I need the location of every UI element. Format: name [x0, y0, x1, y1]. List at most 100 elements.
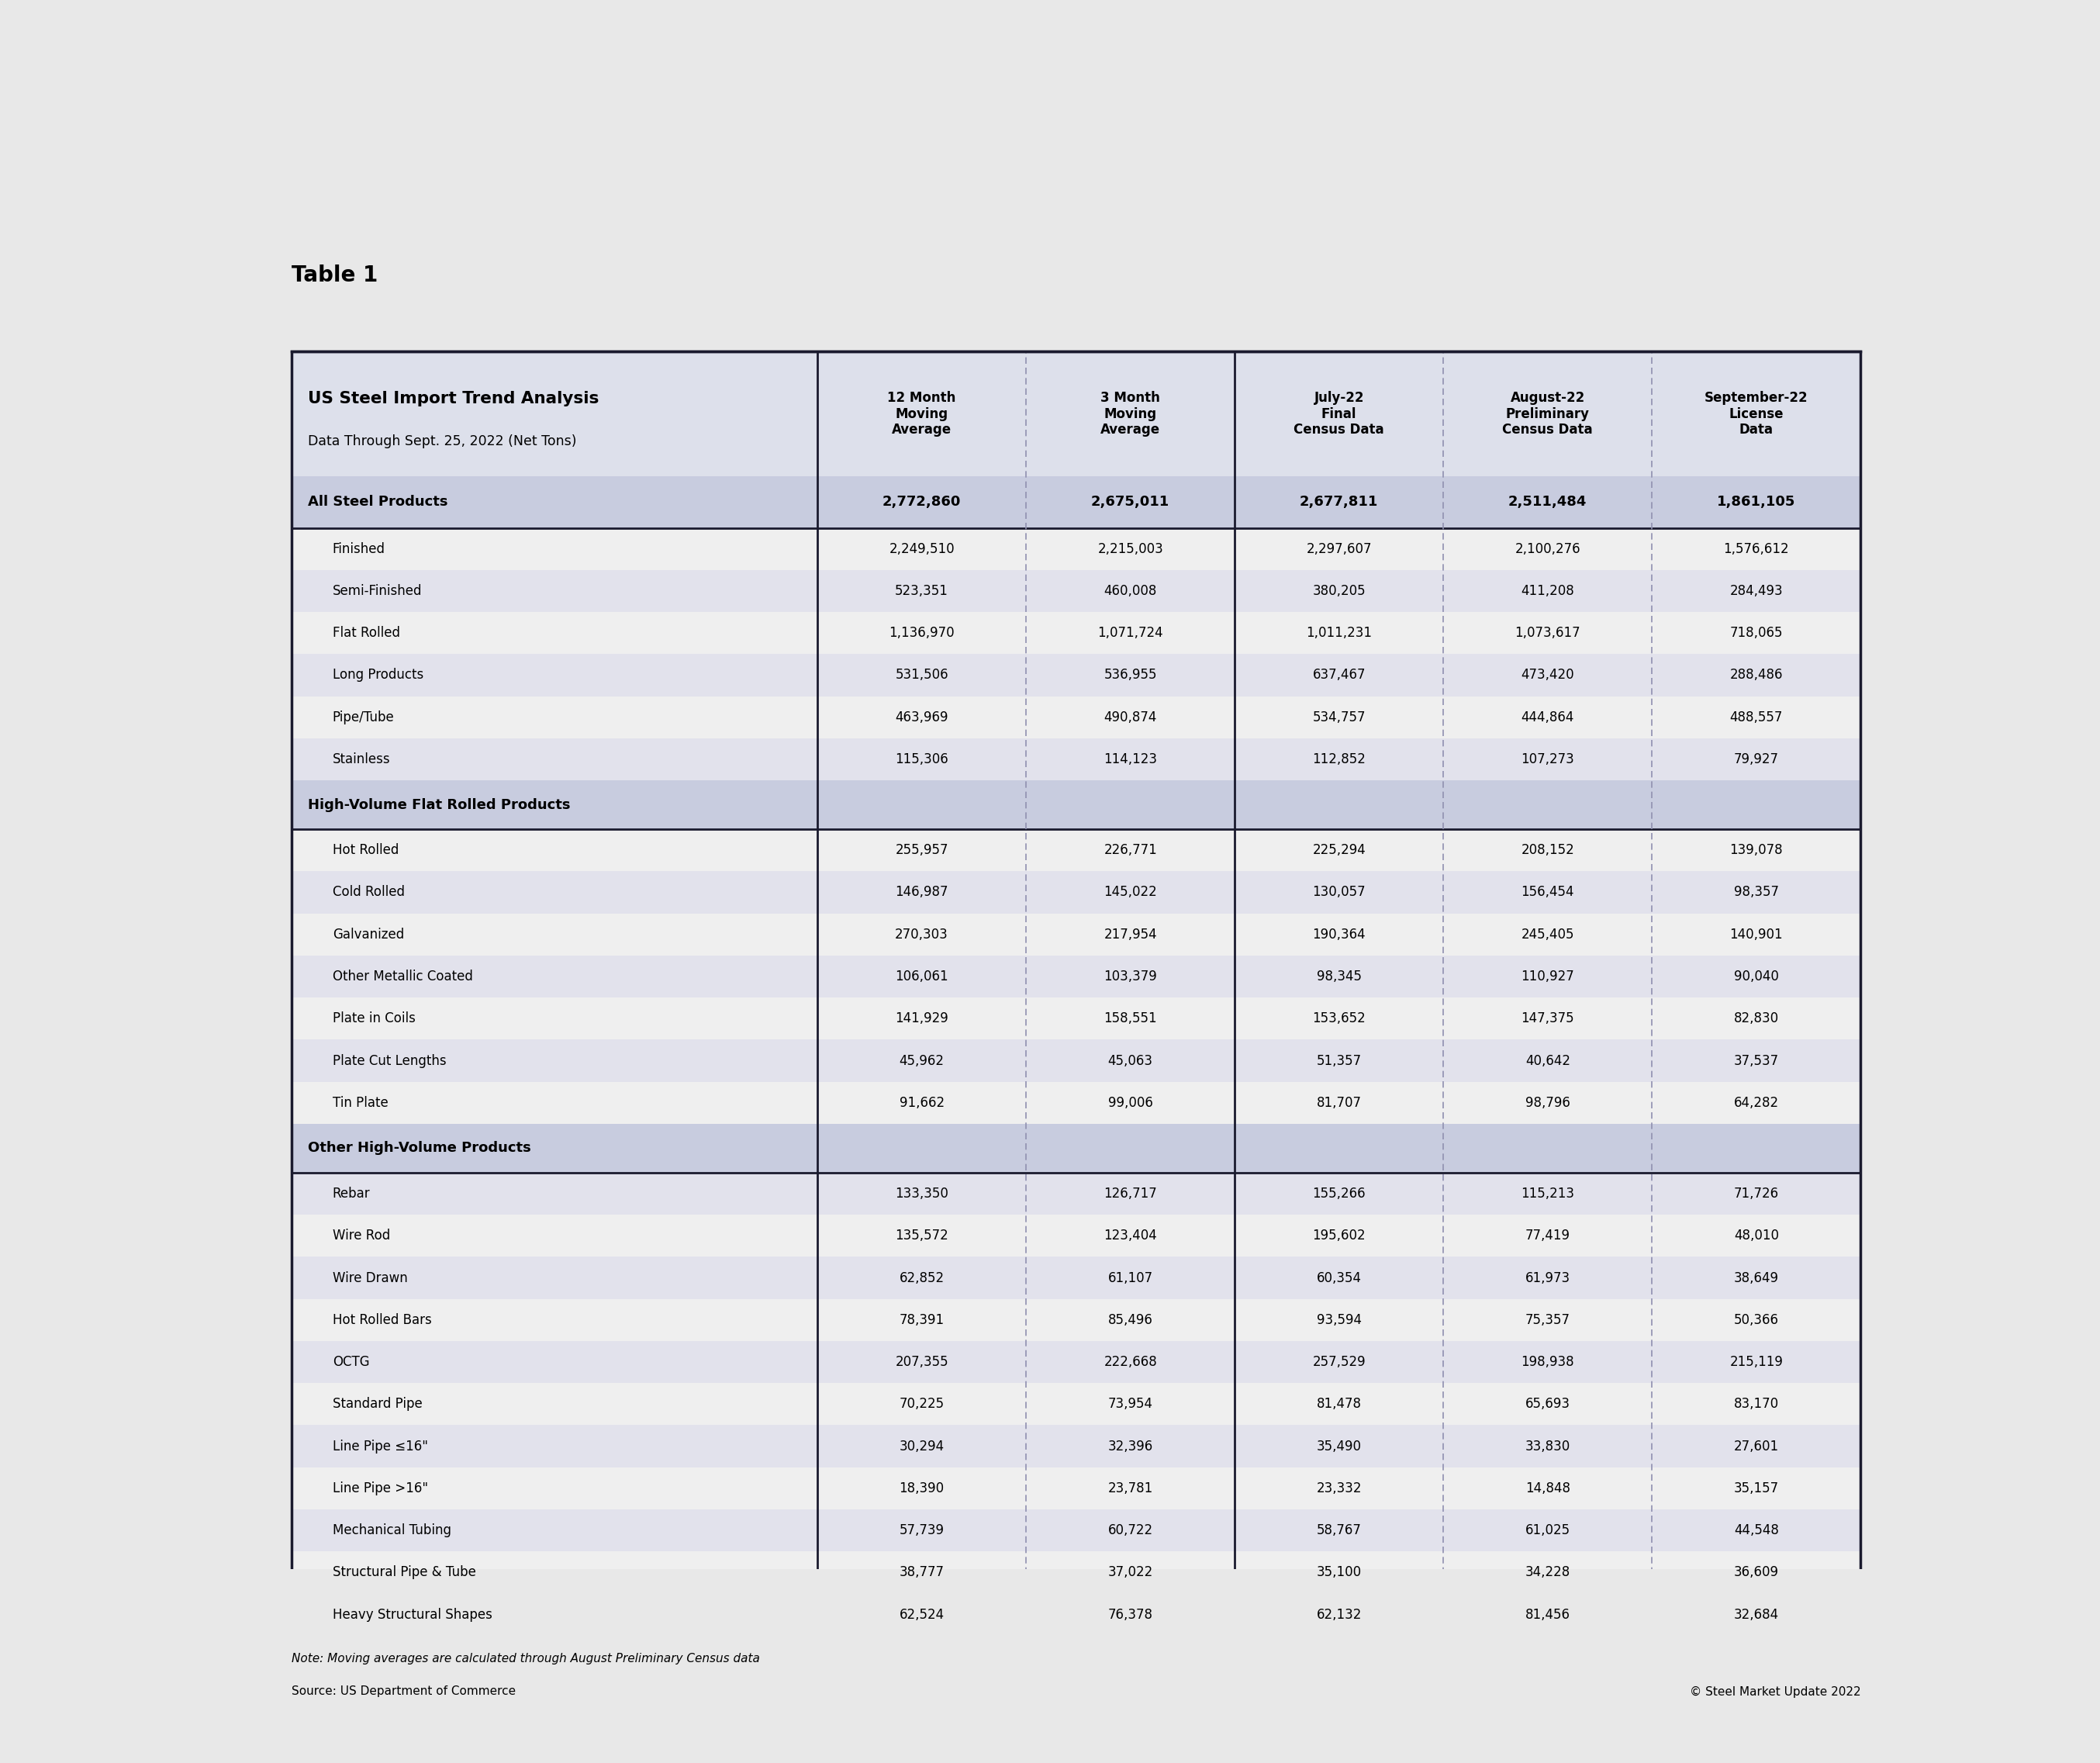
Text: 288,486: 288,486 — [1730, 668, 1783, 682]
Text: Finished: Finished — [332, 541, 384, 555]
Text: 245,405: 245,405 — [1520, 927, 1575, 941]
Text: Plate in Coils: Plate in Coils — [332, 1012, 416, 1026]
Text: 3 Month
Moving
Average: 3 Month Moving Average — [1100, 391, 1161, 437]
Text: 126,717: 126,717 — [1105, 1186, 1157, 1201]
Bar — [292, 739, 1861, 781]
Text: 98,796: 98,796 — [1525, 1097, 1571, 1109]
Text: 81,707: 81,707 — [1317, 1097, 1361, 1109]
Text: 2,511,484: 2,511,484 — [1508, 495, 1588, 510]
Bar — [292, 1551, 1861, 1594]
Bar — [292, 1299, 1861, 1342]
Bar — [292, 781, 1861, 829]
Text: 1,576,612: 1,576,612 — [1724, 541, 1789, 555]
Text: 207,355: 207,355 — [895, 1356, 949, 1370]
Text: 153,652: 153,652 — [1312, 1012, 1365, 1026]
Bar — [292, 654, 1861, 696]
Bar — [292, 612, 1861, 654]
Text: 226,771: 226,771 — [1105, 843, 1157, 857]
Text: 58,767: 58,767 — [1317, 1523, 1361, 1537]
Text: 79,927: 79,927 — [1735, 753, 1779, 767]
Text: 411,208: 411,208 — [1520, 584, 1575, 598]
Bar — [292, 1467, 1861, 1509]
Text: 32,396: 32,396 — [1109, 1439, 1153, 1453]
Text: Other High-Volume Products: Other High-Volume Products — [309, 1141, 531, 1155]
Text: 77,419: 77,419 — [1525, 1229, 1571, 1243]
Text: 140,901: 140,901 — [1730, 927, 1783, 941]
Text: 35,157: 35,157 — [1735, 1481, 1779, 1495]
Text: Structural Pipe & Tube: Structural Pipe & Tube — [332, 1566, 477, 1580]
Text: 2,100,276: 2,100,276 — [1514, 541, 1581, 555]
Text: 83,170: 83,170 — [1735, 1396, 1779, 1410]
Bar — [292, 1257, 1861, 1299]
Text: 2,677,811: 2,677,811 — [1300, 495, 1378, 510]
Text: 61,973: 61,973 — [1525, 1271, 1571, 1285]
Text: 190,364: 190,364 — [1312, 927, 1365, 941]
Text: 270,303: 270,303 — [895, 927, 949, 941]
Text: 1,011,231: 1,011,231 — [1306, 626, 1371, 640]
Text: 135,572: 135,572 — [895, 1229, 949, 1243]
Text: Flat Rolled: Flat Rolled — [332, 626, 399, 640]
Text: 139,078: 139,078 — [1730, 843, 1783, 857]
Text: OCTG: OCTG — [332, 1356, 370, 1370]
Text: 57,739: 57,739 — [899, 1523, 945, 1537]
Text: © Steel Market Update 2022: © Steel Market Update 2022 — [1690, 1685, 1861, 1698]
Text: Wire Drawn: Wire Drawn — [332, 1271, 407, 1285]
Text: 40,642: 40,642 — [1525, 1054, 1571, 1068]
Text: 718,065: 718,065 — [1730, 626, 1783, 640]
Text: 255,957: 255,957 — [895, 843, 949, 857]
Text: Standard Pipe: Standard Pipe — [332, 1396, 422, 1410]
Bar — [292, 527, 1861, 569]
Text: High-Volume Flat Rolled Products: High-Volume Flat Rolled Products — [309, 799, 571, 811]
Text: All Steel Products: All Steel Products — [309, 495, 447, 510]
Text: 78,391: 78,391 — [899, 1313, 945, 1328]
Text: 488,557: 488,557 — [1730, 710, 1783, 725]
Text: 112,852: 112,852 — [1312, 753, 1365, 767]
Text: 531,506: 531,506 — [895, 668, 949, 682]
Text: Cold Rolled: Cold Rolled — [332, 885, 405, 899]
Text: 38,649: 38,649 — [1735, 1271, 1779, 1285]
Text: 36,609: 36,609 — [1735, 1566, 1779, 1580]
Text: 195,602: 195,602 — [1312, 1229, 1365, 1243]
Text: 2,675,011: 2,675,011 — [1092, 495, 1170, 510]
Text: 65,693: 65,693 — [1525, 1396, 1571, 1410]
Text: 98,357: 98,357 — [1735, 885, 1779, 899]
Text: 82,830: 82,830 — [1735, 1012, 1779, 1026]
Text: 158,551: 158,551 — [1105, 1012, 1157, 1026]
Bar — [292, 1342, 1861, 1384]
Text: 62,524: 62,524 — [899, 1608, 945, 1622]
Text: 463,969: 463,969 — [895, 710, 949, 725]
Text: 35,490: 35,490 — [1317, 1439, 1361, 1453]
Text: 45,063: 45,063 — [1109, 1054, 1153, 1068]
Bar — [292, 569, 1861, 612]
Bar — [292, 476, 1861, 527]
Text: Rebar: Rebar — [332, 1186, 370, 1201]
Text: 2,772,860: 2,772,860 — [882, 495, 962, 510]
Text: 2,215,003: 2,215,003 — [1098, 541, 1163, 555]
Text: 38,777: 38,777 — [899, 1566, 945, 1580]
Text: 123,404: 123,404 — [1105, 1229, 1157, 1243]
Text: 93,594: 93,594 — [1317, 1313, 1361, 1328]
Text: 62,132: 62,132 — [1317, 1608, 1361, 1622]
Text: 460,008: 460,008 — [1105, 584, 1157, 598]
Text: 208,152: 208,152 — [1520, 843, 1575, 857]
Bar — [292, 1215, 1861, 1257]
Text: Hot Rolled: Hot Rolled — [332, 843, 399, 857]
Text: 34,228: 34,228 — [1525, 1566, 1571, 1580]
Bar — [292, 1082, 1861, 1123]
Text: Heavy Structural Shapes: Heavy Structural Shapes — [332, 1608, 491, 1622]
Text: 217,954: 217,954 — [1105, 927, 1157, 941]
Text: 18,390: 18,390 — [899, 1481, 945, 1495]
Text: 490,874: 490,874 — [1105, 710, 1157, 725]
Text: 147,375: 147,375 — [1520, 1012, 1575, 1026]
Text: September-22
License
Data: September-22 License Data — [1705, 391, 1808, 437]
Text: 23,781: 23,781 — [1109, 1481, 1153, 1495]
Bar — [292, 1172, 1861, 1215]
Text: 536,955: 536,955 — [1105, 668, 1157, 682]
Text: 2,249,510: 2,249,510 — [888, 541, 956, 555]
Text: August-22
Preliminary
Census Data: August-22 Preliminary Census Data — [1502, 391, 1594, 437]
Text: 85,496: 85,496 — [1109, 1313, 1153, 1328]
Bar — [292, 696, 1861, 739]
Text: US Steel Import Trend Analysis: US Steel Import Trend Analysis — [309, 391, 598, 407]
Text: 115,213: 115,213 — [1520, 1186, 1575, 1201]
Text: 444,864: 444,864 — [1520, 710, 1575, 725]
